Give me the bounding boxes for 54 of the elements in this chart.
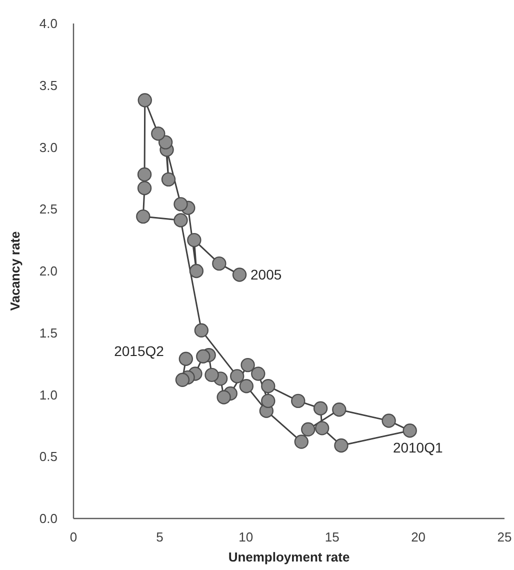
y-axis-title: Vacancy rate bbox=[7, 231, 22, 311]
annotation: 2015Q2 bbox=[114, 342, 164, 359]
annotation: 2010Q1 bbox=[392, 440, 443, 456]
x-tick-label: 25 bbox=[497, 530, 512, 544]
x-tick-label: 15 bbox=[324, 530, 340, 544]
x-tick-label: 5 bbox=[156, 530, 164, 544]
y-tick-label: 0.0 bbox=[39, 511, 58, 526]
point bbox=[294, 434, 309, 449]
point bbox=[187, 232, 202, 248]
point bbox=[174, 213, 188, 228]
y-tick-label: 4.0 bbox=[39, 16, 58, 31]
point bbox=[332, 402, 346, 417]
point bbox=[216, 390, 231, 404]
point bbox=[137, 181, 152, 196]
x-tick-label: 0 bbox=[70, 530, 78, 544]
point bbox=[194, 323, 209, 338]
point bbox=[137, 167, 152, 182]
y-tick-label: 3.5 bbox=[39, 78, 58, 93]
point bbox=[138, 93, 152, 108]
point bbox=[402, 424, 417, 438]
point bbox=[239, 379, 254, 394]
point bbox=[334, 438, 348, 453]
annotation: 2005 bbox=[250, 266, 282, 283]
y-tick-label: 0.5 bbox=[39, 449, 58, 464]
point bbox=[204, 368, 219, 382]
x-tick-label: 10 bbox=[238, 530, 254, 544]
point bbox=[230, 369, 244, 384]
point bbox=[315, 421, 330, 436]
point bbox=[261, 394, 276, 408]
point bbox=[178, 352, 194, 366]
x-tick-label: 20 bbox=[411, 530, 426, 544]
y-tick-label: 2.0 bbox=[39, 264, 58, 278]
point bbox=[240, 358, 255, 372]
point bbox=[158, 135, 173, 150]
point bbox=[301, 422, 316, 436]
y-tick-label: 1.0 bbox=[39, 387, 58, 402]
point bbox=[212, 256, 226, 271]
point bbox=[291, 394, 306, 408]
point bbox=[151, 126, 166, 141]
point bbox=[174, 197, 188, 212]
x-axis-title: Unemployment rate bbox=[228, 550, 350, 564]
point bbox=[261, 379, 276, 394]
point bbox=[189, 264, 204, 278]
point bbox=[313, 401, 328, 416]
point bbox=[196, 349, 210, 364]
point bbox=[175, 372, 190, 387]
point bbox=[251, 366, 266, 381]
y-tick-label: 2.5 bbox=[39, 202, 58, 217]
y-tick-label: 1.5 bbox=[39, 325, 58, 340]
point bbox=[136, 209, 150, 224]
y-tick-label: 3.0 bbox=[39, 140, 58, 155]
point bbox=[232, 268, 247, 282]
point bbox=[382, 414, 396, 428]
point bbox=[161, 172, 176, 187]
